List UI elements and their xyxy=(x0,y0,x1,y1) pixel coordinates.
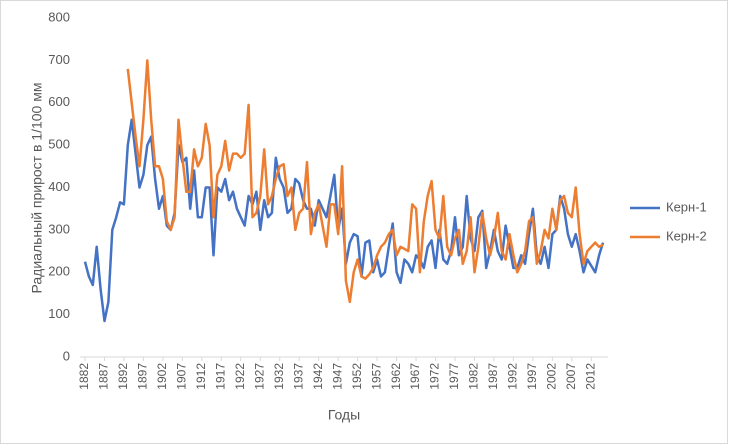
x-tick-label: 1932 xyxy=(272,363,286,390)
x-tick-label: 1962 xyxy=(389,363,403,390)
series-line xyxy=(126,59,604,304)
y-tick-label: 800 xyxy=(48,9,70,24)
x-tick-label: 1992 xyxy=(506,363,520,390)
x-tick-label: 1957 xyxy=(369,363,383,390)
x-tick-label: 1907 xyxy=(175,363,189,390)
y-tick-label: 700 xyxy=(48,52,70,67)
x-tick-label: 1917 xyxy=(213,363,227,390)
x-tick-label: 1897 xyxy=(136,363,150,390)
x-tick-label: 1987 xyxy=(486,363,500,390)
x-tick-label: 1997 xyxy=(525,363,539,390)
x-tick-label: 2002 xyxy=(545,363,559,390)
legend-label: Керн-2 xyxy=(666,228,707,243)
x-axis-title: Годы xyxy=(328,407,360,423)
legend-label: Керн-1 xyxy=(666,199,707,214)
y-tick-label: 500 xyxy=(48,137,70,152)
x-tick-label: 1972 xyxy=(428,363,442,390)
x-tick-label: 1912 xyxy=(194,363,208,390)
y-tick-label: 100 xyxy=(48,306,70,321)
x-tick-label: 1937 xyxy=(291,363,305,390)
x-tick-label: 2007 xyxy=(564,363,578,390)
x-tick-label: 1892 xyxy=(116,363,130,390)
x-tick-label: 1977 xyxy=(447,363,461,390)
y-tick-label: 200 xyxy=(48,264,70,279)
x-tick-label: 1902 xyxy=(155,363,169,390)
x-tick-label: 1882 xyxy=(77,363,91,390)
x-tick-label: 1967 xyxy=(408,363,422,390)
y-axis-title: Радиальный прирост в 1/100 мм xyxy=(29,83,45,294)
x-tick-label: 1947 xyxy=(330,363,344,390)
y-tick-label: 400 xyxy=(48,179,70,194)
x-tick-label: 1952 xyxy=(350,363,364,390)
y-tick-label: 600 xyxy=(48,94,70,109)
x-tick-label: 1922 xyxy=(233,363,247,390)
x-tick-label: 1942 xyxy=(311,363,325,390)
y-tick-label: 0 xyxy=(63,348,70,363)
x-tick-label: 1982 xyxy=(467,363,481,390)
y-tick-label: 300 xyxy=(48,221,70,236)
x-tick-label: 2012 xyxy=(583,363,597,390)
x-tick-label: 1927 xyxy=(252,363,266,390)
x-tick-label: 1887 xyxy=(97,363,111,390)
